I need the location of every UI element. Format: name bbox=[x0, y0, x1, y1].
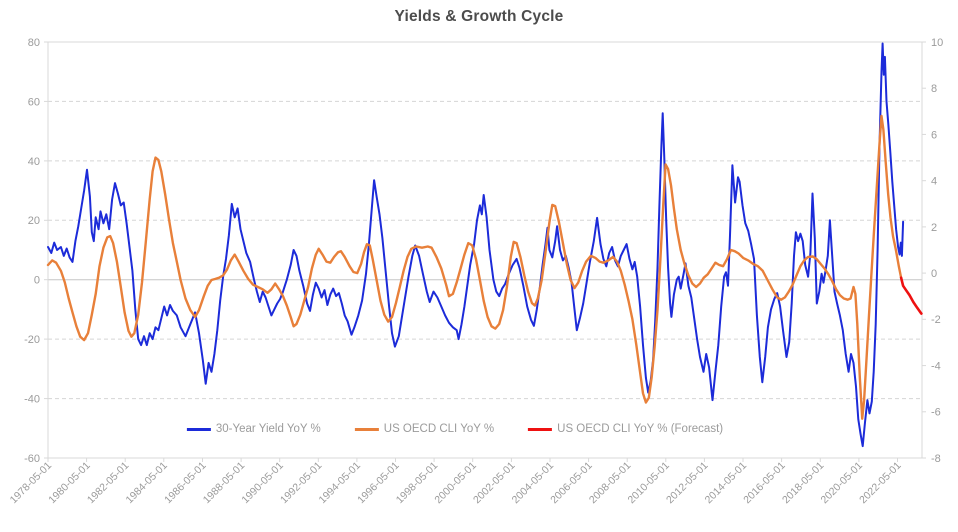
y-axis-right-label: 6 bbox=[931, 129, 937, 141]
y-axis-left-label: 80 bbox=[28, 37, 40, 49]
series-line-1 bbox=[46, 114, 903, 420]
legend-line-sample-blue bbox=[186, 427, 211, 431]
y-axis-right-label: -4 bbox=[931, 360, 941, 372]
series-line-2 bbox=[899, 276, 923, 315]
legend-item-30-year-yield[interactable]: 30-Year Yield YoY % bbox=[186, 423, 321, 435]
y-axis-left-label: 40 bbox=[28, 156, 40, 168]
chart-title: Yields & Growth Cycle bbox=[394, 8, 564, 25]
plot-frame bbox=[47, 41, 923, 459]
legend: 30-Year Yield YoY % US OECD CLI YoY % US… bbox=[186, 423, 723, 435]
y-axis-right-label: -2 bbox=[931, 314, 941, 326]
legend-item-oecd-cli-forecast[interactable]: US OECD CLI YoY % (Forecast) bbox=[528, 423, 723, 435]
legend-item-oecd-cli[interactable]: US OECD CLI YoY % bbox=[354, 423, 495, 435]
y-axis-left-label: 20 bbox=[28, 215, 40, 227]
y-axis-right-label: -6 bbox=[931, 407, 941, 419]
legend-line-sample-red bbox=[528, 427, 553, 431]
y-axis-left-label: -40 bbox=[24, 393, 40, 405]
legend-label: US OECD CLI YoY % (Forecast) bbox=[557, 423, 724, 435]
legend-label: US OECD CLI YoY % bbox=[383, 423, 495, 435]
y-axis-right-label: 0 bbox=[931, 268, 937, 280]
y-axis-left-label: -20 bbox=[24, 334, 40, 346]
legend-line-sample-orange bbox=[354, 427, 379, 431]
y-axis-left-label: -60 bbox=[24, 453, 40, 465]
series-line-0 bbox=[47, 42, 905, 448]
legend-label: 30-Year Yield YoY % bbox=[215, 423, 321, 435]
y-axis-right-label: 8 bbox=[931, 83, 937, 95]
y-axis-right-label: -8 bbox=[931, 453, 941, 465]
y-axis-right-label: 4 bbox=[931, 176, 937, 188]
y-axis-left-label: 0 bbox=[34, 275, 40, 287]
y-axis-right-label: 10 bbox=[931, 37, 943, 49]
x-axis-label: 2022-05-01 bbox=[857, 460, 904, 507]
y-axis-right-label: 2 bbox=[931, 222, 937, 234]
y-axis-left-label: 60 bbox=[28, 96, 40, 108]
